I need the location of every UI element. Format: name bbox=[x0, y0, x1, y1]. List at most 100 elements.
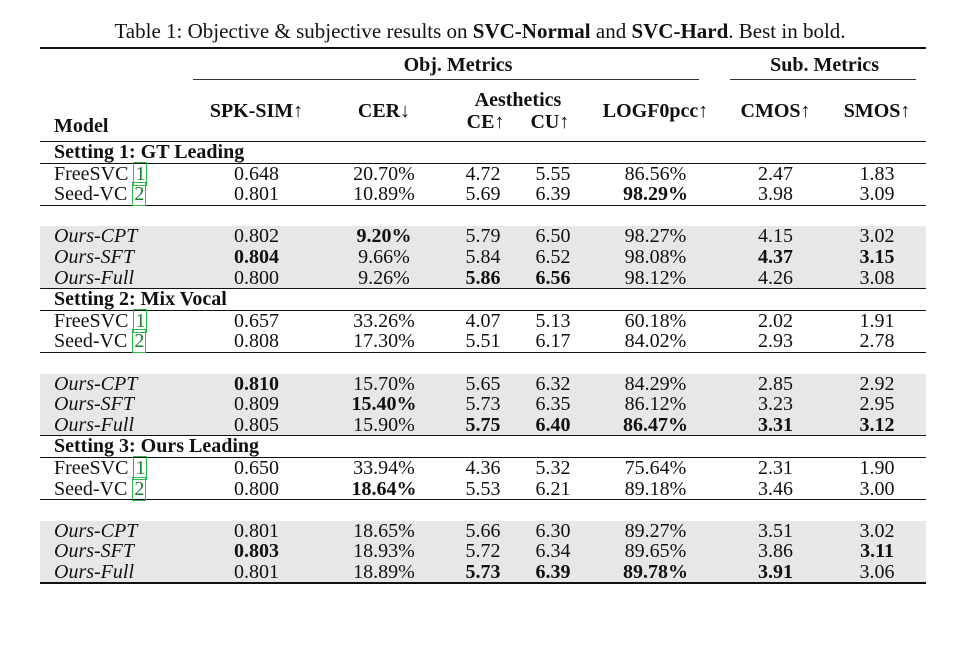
model-label: FreeSVC bbox=[54, 162, 134, 185]
setting-header-row: Setting 3: Ours Leading bbox=[40, 435, 927, 458]
model-name: FreeSVC 1 bbox=[40, 455, 193, 480]
cmos-value: 2.31 bbox=[758, 456, 794, 479]
setting-title: Setting 3: Ours Leading bbox=[40, 435, 927, 458]
ce-value: 5.86 bbox=[448, 267, 518, 290]
cer-value: 18.65% bbox=[320, 521, 448, 542]
model-label: Seed-VC bbox=[54, 477, 133, 500]
model-name: FreeSVC 1 bbox=[40, 161, 193, 186]
caption-bold-normal: SVC-Normal bbox=[472, 19, 591, 43]
model-label: Seed-VC bbox=[54, 330, 133, 353]
model-name: Ours-SFT bbox=[40, 541, 193, 562]
logf0-value: 98.27% bbox=[588, 226, 724, 247]
smos-value: 3.12 bbox=[828, 414, 927, 437]
cer-value: 17.30% bbox=[320, 331, 448, 353]
cu-value: 5.32 bbox=[535, 456, 571, 479]
table-row: FreeSVC 1 0.650 33.94% 4.36 5.32 75.64% 2.31 1.… bbox=[40, 455, 926, 480]
smos-value: 3.00 bbox=[828, 478, 927, 501]
table-row: Ours-Full 0.805 15.90% 5.75 6.40 86.47% 3.31 3.… bbox=[40, 414, 927, 437]
table-row: Ours-SFT 0.803 18.93% 5.72 6.34 89.65% 3.86 3.1… bbox=[40, 541, 927, 562]
cu-value: 6.40 bbox=[518, 414, 588, 437]
citation-link[interactable]: 2 bbox=[132, 476, 147, 501]
spk-value: 0.804 bbox=[193, 247, 320, 268]
model-column-header: Model bbox=[40, 81, 193, 142]
cu-value: 5.55 bbox=[535, 162, 571, 185]
smos-value: 3.11 bbox=[828, 541, 927, 562]
smos-value: 3.15 bbox=[828, 247, 927, 268]
cmos-value: 4.15 bbox=[723, 226, 829, 247]
ce-value: 5.65 bbox=[448, 373, 518, 395]
spk-value: 0.657 bbox=[234, 309, 279, 332]
header-column-row: Model SPK-SIM↑ CER↓ Aesthetics CE↑ CU↑ L… bbox=[40, 81, 927, 142]
table-row: FreeSVC 1 0.648 20.70% 4.72 5.55 86.56% 2.47 1.… bbox=[40, 161, 926, 186]
cer-value: 15.90% bbox=[320, 414, 448, 437]
citation-link[interactable]: 1 bbox=[133, 308, 148, 333]
ce-value: 5.69 bbox=[448, 184, 518, 206]
spk-value: 0.648 bbox=[234, 162, 279, 185]
cu-value: 6.17 bbox=[518, 331, 588, 353]
logf0-value: 84.02% bbox=[588, 331, 724, 353]
citation-link[interactable]: 1 bbox=[133, 161, 148, 186]
spk-value: 0.810 bbox=[193, 373, 320, 395]
cu-value: 6.39 bbox=[518, 184, 588, 206]
spk-value: 0.650 bbox=[234, 456, 279, 479]
logf0-value: 86.56% bbox=[624, 162, 687, 185]
cer-value: 10.89% bbox=[320, 184, 448, 206]
ce-value: 5.73 bbox=[448, 562, 518, 585]
cu-value: 6.50 bbox=[518, 226, 588, 247]
logf0-header: LOGF0pcc↑ bbox=[588, 81, 724, 142]
cmos-value: 4.37 bbox=[723, 247, 829, 268]
ce-value: 5.72 bbox=[448, 541, 518, 562]
spk-value: 0.801 bbox=[193, 562, 320, 585]
ce-header: CE↑ bbox=[466, 111, 505, 133]
citation-link[interactable]: 1 bbox=[133, 455, 148, 480]
logf0-value: 84.29% bbox=[588, 373, 724, 395]
model-name: Ours-SFT bbox=[40, 394, 193, 415]
cmos-value: 3.51 bbox=[723, 521, 829, 542]
smos-value: 1.91 bbox=[859, 309, 895, 332]
cmos-value: 3.98 bbox=[723, 184, 829, 206]
model-name: Ours-Full bbox=[40, 414, 193, 437]
cmos-value: 3.91 bbox=[723, 562, 829, 585]
table-row: Ours-SFT 0.809 15.40% 5.73 6.35 86.12% 3.23 2.9… bbox=[40, 394, 927, 415]
setting-header-row: Setting 2: Mix Vocal bbox=[40, 288, 927, 311]
smos-value: 3.08 bbox=[828, 267, 927, 290]
setting-title: Setting 2: Mix Vocal bbox=[40, 288, 927, 311]
cer-value: 9.20% bbox=[320, 226, 448, 247]
table-row: Ours-SFT 0.804 9.66% 5.84 6.52 98.08% 4.37 3.15 bbox=[40, 247, 927, 268]
cer-value: 18.93% bbox=[320, 541, 448, 562]
cu-value: 5.13 bbox=[535, 309, 571, 332]
aesthetics-header: Aesthetics CE↑ CU↑ bbox=[448, 81, 588, 142]
model-name: Ours-SFT bbox=[40, 247, 193, 268]
header-group-row: Obj. Metrics Sub. Metrics bbox=[40, 48, 927, 81]
logf0-value: 89.65% bbox=[588, 541, 724, 562]
cu-value: 6.32 bbox=[518, 373, 588, 395]
caption-suffix: . Best in bold. bbox=[728, 19, 846, 43]
table-row: Seed-VC 2 0.800 18.64% 5.53 6.21 89.18% 3.46 3.… bbox=[40, 476, 927, 501]
smos-value: 1.90 bbox=[859, 456, 895, 479]
model-name: Ours-CPT bbox=[40, 521, 193, 542]
citation-link[interactable]: 2 bbox=[132, 182, 147, 207]
smos-value: 3.02 bbox=[828, 226, 927, 247]
spacer-row bbox=[40, 205, 926, 226]
table-row: FreeSVC 1 0.657 33.26% 4.07 5.13 60.18% 2.02 1.… bbox=[40, 308, 926, 333]
cmos-header: CMOS↑ bbox=[723, 81, 829, 142]
setting-header-row: Setting 1: GT Leading bbox=[40, 141, 927, 164]
cmos-value: 3.23 bbox=[723, 394, 829, 415]
model-label: Seed-VC bbox=[54, 183, 133, 206]
spk-value: 0.800 bbox=[193, 478, 320, 501]
table-caption: Table 1: Objective & subjective results … bbox=[0, 18, 960, 44]
ce-value: 4.72 bbox=[465, 162, 501, 185]
smos-value: 2.95 bbox=[828, 394, 927, 415]
spk-value: 0.803 bbox=[193, 541, 320, 562]
smos-value: 2.92 bbox=[828, 373, 927, 395]
model-label: FreeSVC bbox=[54, 456, 134, 479]
model-name: Seed-VC 2 bbox=[40, 476, 193, 501]
ce-value: 5.66 bbox=[448, 521, 518, 542]
cu-value: 6.30 bbox=[518, 521, 588, 542]
spk-value: 0.802 bbox=[193, 226, 320, 247]
table-row: Ours-Full 0.801 18.89% 5.73 6.39 89.78% 3.91 3.… bbox=[40, 562, 927, 585]
ce-value: 5.75 bbox=[448, 414, 518, 437]
table-row: Seed-VC 2 0.801 10.89% 5.69 6.39 98.29% 3.98 3.… bbox=[40, 182, 927, 207]
setting-title: Setting 1: GT Leading bbox=[40, 141, 927, 164]
citation-link[interactable]: 2 bbox=[132, 329, 147, 354]
